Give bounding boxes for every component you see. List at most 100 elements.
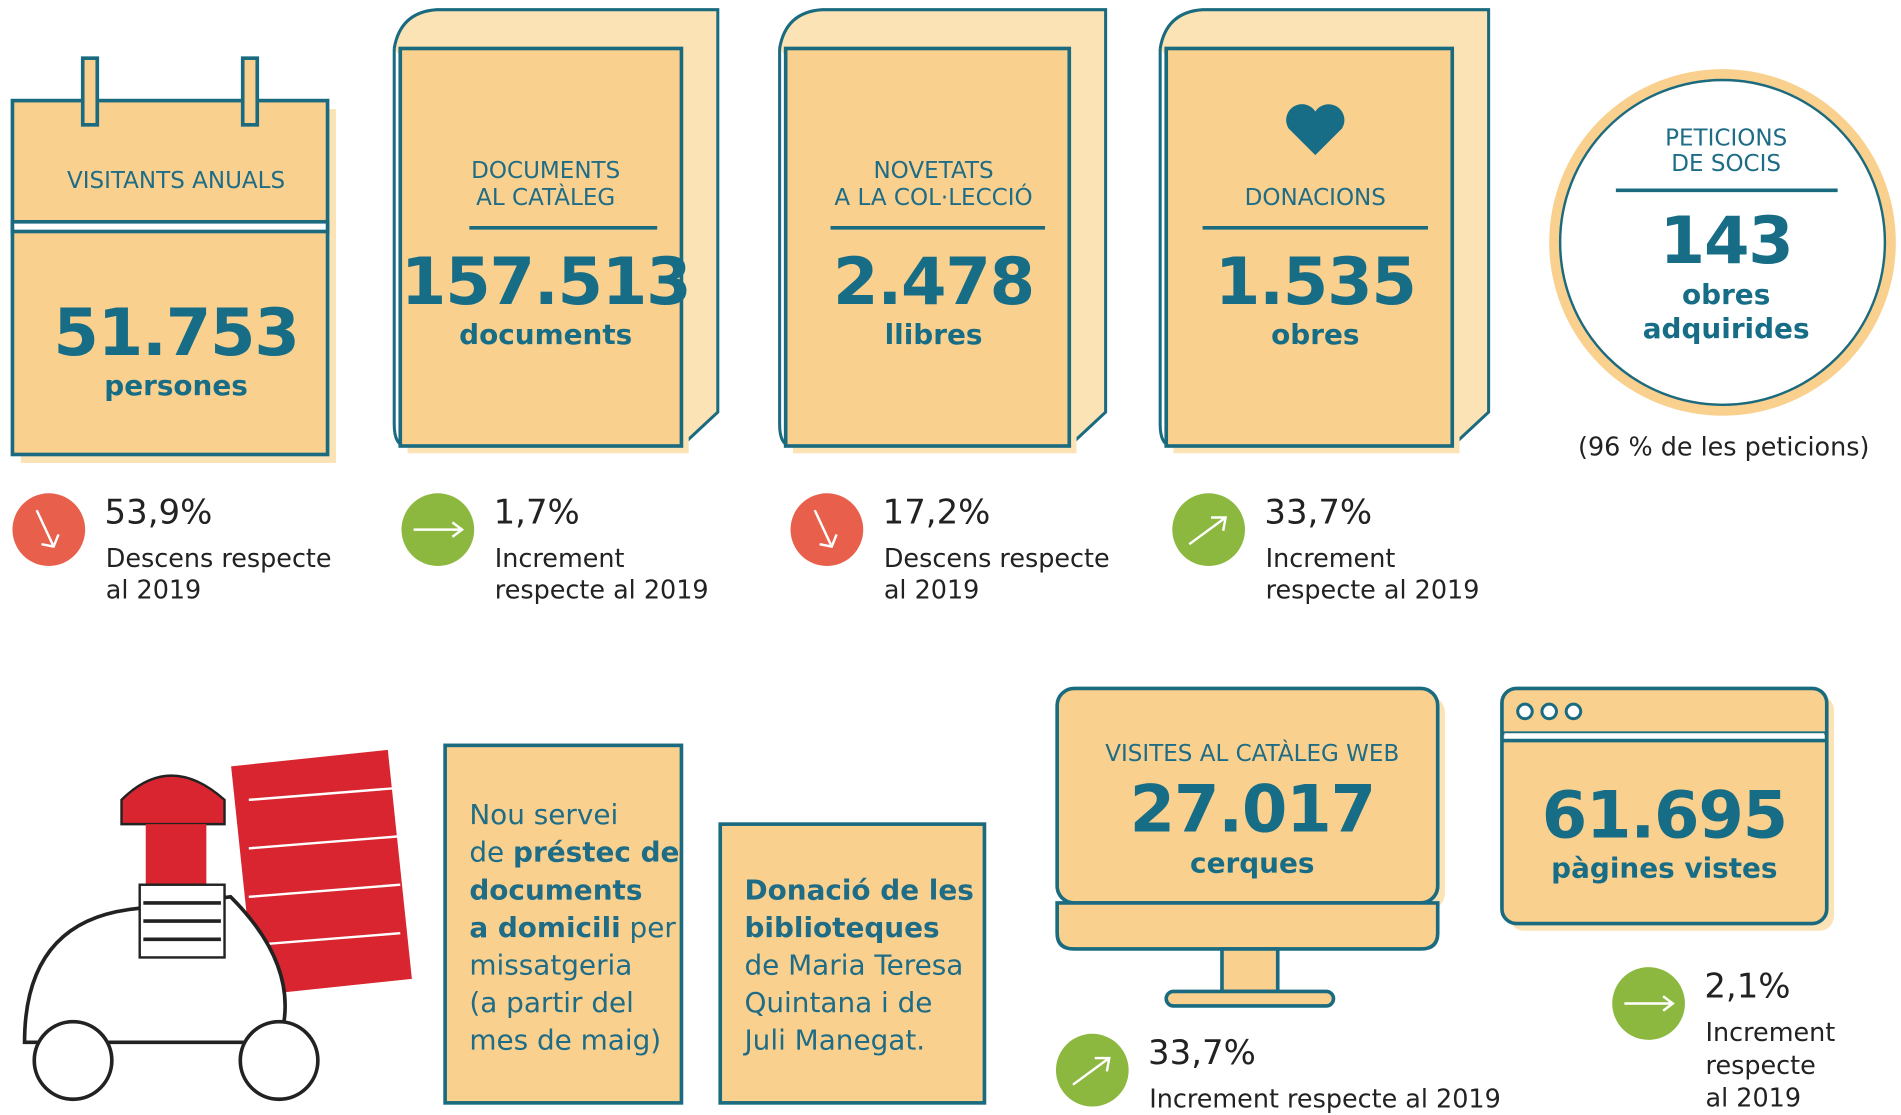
trend-arrow (1624, 995, 1675, 1012)
browser-gap (1504, 733, 1825, 741)
change-value: 1,7% (494, 494, 580, 533)
trend-arrow (1072, 1056, 1111, 1086)
card-label: DE SOCIS (1671, 151, 1781, 177)
stat-unit: llibres (885, 318, 983, 351)
change-value: 33,7% (1148, 1034, 1256, 1073)
notice-text: per (621, 911, 677, 944)
calendar-card (10, 98, 330, 457)
browser-dot (1516, 702, 1534, 721)
scooter-illustration (22, 749, 412, 1102)
change-note: Descens respecte (106, 544, 332, 574)
notice-box (443, 743, 684, 1105)
trend-arrow (35, 509, 60, 548)
notice-line: a domicili per (469, 911, 676, 944)
notice-box (718, 822, 987, 1105)
stat-unit: obres (1271, 318, 1359, 351)
notice-text: mes de maig) (469, 1024, 661, 1057)
book-cover (783, 46, 1072, 448)
trend-arrow (1188, 516, 1228, 546)
card-label: PETICIONS (1665, 125, 1787, 151)
notice-text: a domicili (469, 911, 620, 944)
notice-text: (a partir del (469, 986, 634, 1019)
stat-value: 157.513 (401, 244, 691, 320)
card-label: NOVETATS (873, 158, 993, 184)
notice-text: Nou servei (469, 798, 618, 831)
change-note: respecte al 2019 (495, 576, 709, 606)
monitor-stand (1220, 947, 1280, 994)
change-value: 33,7% (1264, 494, 1372, 533)
notice-text: préstec de (513, 836, 679, 869)
card-label: AL CATÀLEG (476, 183, 615, 211)
stat-value: 143 (1660, 203, 1793, 279)
notice-line: missatgeria (469, 948, 632, 981)
notice-text: de Maria Teresa (744, 948, 963, 981)
notice-text: Quintana i de (744, 986, 932, 1019)
change-note: Increment (1706, 1018, 1836, 1048)
notice-line: Quintana i de (744, 986, 932, 1019)
notice-line: Juli Manegat. (742, 1024, 925, 1057)
stat-value: 51.753 (53, 295, 298, 371)
card-label: DONACIONS (1245, 185, 1386, 211)
ring-outer (1549, 69, 1896, 416)
notice-line: de Maria Teresa (744, 948, 963, 981)
stat-unit: documents (459, 318, 632, 351)
notice-text: documents (469, 873, 642, 906)
stat-unit: cerques (1190, 847, 1314, 880)
notice-line: (a partir del (469, 986, 634, 1019)
card-label: A LA COL·LECCIÓ (834, 183, 1032, 211)
stat-unit: persones (104, 369, 248, 402)
notice-line: Nou servei (469, 798, 618, 831)
change-note: al 2019 (1706, 1084, 1801, 1114)
book-cover (398, 46, 684, 448)
notice-text: Juli Manegat. (742, 1024, 925, 1057)
monitor-base (1164, 989, 1336, 1008)
notice-text: missatgeria (469, 948, 632, 981)
notice-text: Donació de les (744, 873, 973, 906)
change-value: 2,1% (1704, 967, 1790, 1006)
card-label: VISITANTS ANUALS (67, 168, 285, 194)
change-note: Descens respecte (884, 544, 1110, 574)
card-label: DOCUMENTS (471, 158, 620, 184)
change-note: al 2019 (106, 576, 201, 606)
notice-line: Donació de les (744, 873, 973, 906)
stat-value: 61.695 (1542, 777, 1787, 853)
notice-line: biblioteques (744, 911, 939, 944)
change-note: Increment (495, 544, 625, 574)
browser-window (1500, 686, 1829, 926)
calendar-band (10, 219, 330, 234)
change-note: Increment (1266, 544, 1396, 574)
books (392, 8, 1491, 454)
browser-dot (1540, 702, 1558, 721)
notice-text: biblioteques (744, 911, 939, 944)
change-note: respecte al 2019 (1266, 576, 1480, 606)
stat-value: 2.478 (833, 244, 1034, 320)
browser-dot (1564, 702, 1583, 721)
notice-line: documents (469, 873, 642, 906)
stat-value: 1.535 (1215, 244, 1416, 320)
trend-arrow (813, 509, 838, 548)
change-value: 53,9% (105, 494, 213, 533)
stat-value: 27.017 (1130, 771, 1375, 847)
notice-line: mes de maig) (469, 1024, 661, 1057)
card-label: VISITES AL CATÀLEG WEB (1105, 739, 1399, 767)
stat-unit: adquirides (1643, 312, 1810, 345)
monitor-bezel (1055, 901, 1440, 951)
calendar-ring (80, 56, 100, 127)
change-note: Increment respecte al 2019 (1149, 1085, 1501, 1115)
notice-line: de préstec de (469, 836, 679, 869)
trend-icon (12, 493, 86, 566)
notice-text: de (469, 836, 513, 869)
change-value: 17,2% (883, 494, 991, 533)
trend-arrow (413, 521, 465, 538)
calendar-ring (240, 56, 260, 127)
trend-icon (790, 493, 864, 566)
heart-icon (1286, 104, 1345, 156)
change-note: respecte (1706, 1051, 1816, 1081)
stat-unit: pàgines vistes (1551, 851, 1777, 884)
ring-inner (1558, 78, 1887, 407)
stat-unit: obres (1682, 278, 1770, 311)
note: (96 % de les peticions) (1578, 433, 1869, 463)
